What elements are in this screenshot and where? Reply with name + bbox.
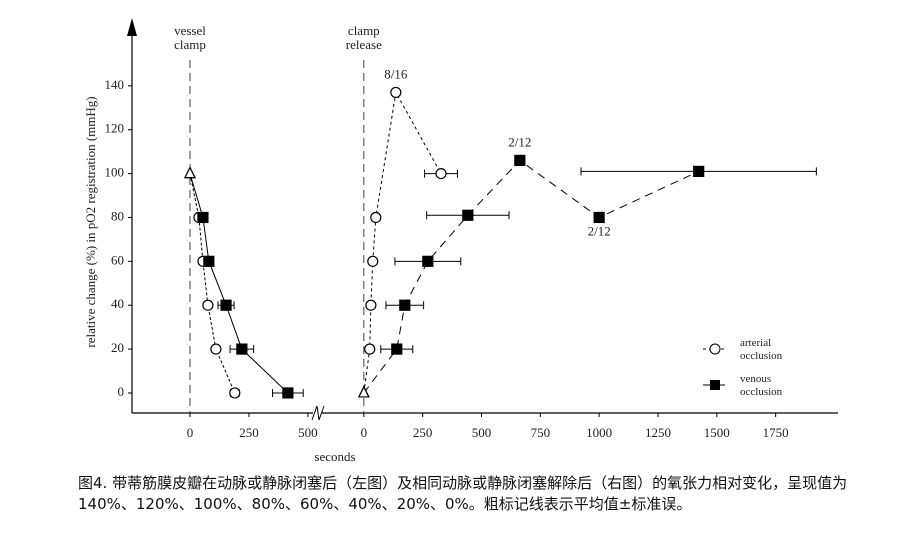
- square-marker: [422, 255, 434, 267]
- square-marker: [593, 211, 605, 224]
- x-tick-label: 500: [472, 425, 492, 440]
- x-tick-label: 750: [531, 425, 551, 440]
- x-tick-label: 0: [187, 425, 194, 440]
- y-axis-label: relative change (%) in pO2 registration …: [83, 96, 98, 347]
- square-marker: [693, 165, 705, 177]
- x-tick-label: 1250: [645, 425, 671, 440]
- series-line: [363, 159, 699, 394]
- legend-marker: [710, 380, 720, 390]
- square-marker: [203, 255, 215, 267]
- x-tick-label: 250: [239, 425, 259, 440]
- square-marker: [462, 209, 474, 221]
- x-tick-label: 0: [361, 425, 368, 440]
- y-axis-arrow: [127, 18, 137, 36]
- triangle-marker: [357, 385, 370, 398]
- series-line: [363, 90, 442, 394]
- y-tick-label: 60: [111, 252, 124, 267]
- y-tick-label: 120: [105, 121, 125, 136]
- point-label: 8/16: [384, 66, 408, 81]
- square-marker: [514, 154, 526, 167]
- square-marker: [236, 343, 248, 355]
- legend-label: arterial occlusion: [740, 337, 783, 362]
- square-marker: [282, 387, 294, 399]
- series-line: [189, 173, 289, 394]
- legend-label: venous occlusion: [740, 373, 783, 398]
- y-tick-label: 40: [111, 296, 124, 311]
- x-axis-label: seconds: [314, 449, 355, 464]
- circle-marker: [367, 255, 379, 267]
- x-tick-label: 1000: [586, 425, 612, 440]
- caption: 图4. 带蒂筋膜皮瓣在动脉或静脉闭塞后（左图）及相同动脉或静脉闭塞解除后（右图）…: [78, 474, 848, 513]
- square-marker: [197, 211, 209, 224]
- circle-marker: [229, 387, 241, 399]
- point-label: 2/12: [588, 223, 611, 238]
- circle-marker: [435, 167, 447, 180]
- circle-marker: [202, 299, 214, 311]
- circle-marker: [364, 343, 376, 355]
- series-line: [189, 173, 236, 394]
- y-tick-label: 100: [105, 165, 125, 180]
- x-tick-label: 500: [298, 425, 318, 440]
- x-tick-label: 1750: [763, 425, 789, 440]
- y-tick-label: 140: [105, 77, 125, 92]
- axis-break: [311, 405, 325, 421]
- square-marker: [220, 299, 232, 311]
- circle-marker: [210, 343, 222, 355]
- y-tick-label: 80: [111, 208, 124, 223]
- y-tick-label: 0: [118, 384, 125, 399]
- annotation: clamp release: [345, 23, 382, 52]
- square-marker: [399, 299, 411, 311]
- y-tick-label: 20: [111, 340, 124, 355]
- chart: relative change (%) in pO2 registration …: [83, 18, 838, 464]
- x-tick-label: 1500: [704, 425, 730, 440]
- annotation: vessel clamp: [174, 23, 206, 52]
- square-marker: [391, 343, 403, 355]
- triangle-marker: [183, 166, 196, 179]
- circle-marker: [390, 86, 402, 99]
- circle-marker: [365, 299, 377, 311]
- x-tick-label: 250: [413, 425, 433, 440]
- legend-marker: [709, 343, 721, 355]
- point-label: 2/12: [508, 134, 531, 149]
- circle-marker: [370, 211, 382, 224]
